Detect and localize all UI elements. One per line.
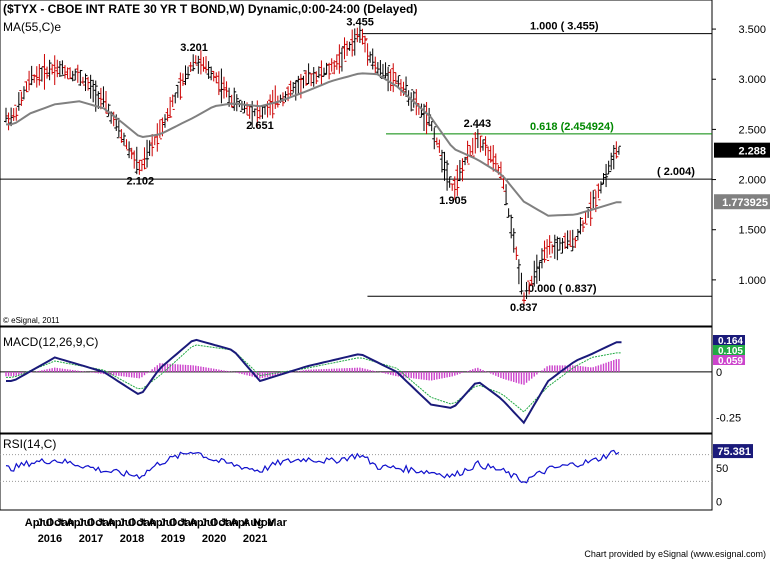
macd-y-tick-label: -0.25 [716,412,741,424]
price-y-tick-label: 1.000 [738,275,766,287]
fib-level-label: 1.000 ( 3.455) [530,21,599,33]
macd-line [6,338,622,425]
x-month-label: Jan [56,517,75,529]
x-year-label: 2019 [161,533,185,545]
x-month-label: Oct [169,517,188,529]
price-annotation: 3.455 [346,17,374,29]
x-month-label: Nov [253,517,275,529]
x-year-label: 2018 [120,533,144,545]
macd-last-box [713,335,745,345]
macd-last-box [713,345,745,355]
x-month-label: Apr [230,517,250,529]
x-month-label: Mar [267,517,287,529]
copyright: © eSignal, 2011 [3,316,60,325]
price-layer: 1.000 1.500 2.000 2.500 3.000 3.500 1.000 ( 3.… [0,17,770,314]
macd-y-tick-label: 0 [716,367,722,379]
rsi-title: RSI(14,C) [3,437,56,451]
price-annotation: 2.102 [127,175,155,187]
price-annotation: 1.905 [439,195,467,207]
price-y-tick-label: 2.500 [738,124,766,136]
price-panel-frame [0,0,713,327]
price-annotation: 0.837 [510,302,538,314]
x-year-label: 2016 [38,533,62,545]
last-ma-box [714,194,770,210]
x-year-label: 2020 [202,533,226,545]
x-year-label: 2021 [243,533,267,545]
rsi-y-tick-label: 50 [716,463,728,475]
x-month-label: Jan [179,517,198,529]
price-annotation: 2.443 [464,118,492,130]
x-month-label: Oct [46,517,65,529]
macd-last-label: 0.059 [718,356,743,367]
x-month-label: Oct [210,517,229,529]
last-price-label: 2.288 [738,146,766,158]
x-month-label: Jan [97,517,116,529]
macd-last-label: 0.164 [718,336,743,347]
macd-panel-frame [0,326,713,434]
x-month-label: Jul [78,517,94,529]
last-ma-label: 1.773925 [722,197,768,209]
rsi-last-label: 75.381 [717,446,751,458]
chart-title: ($TYX - CBOE INT RATE 30 YR T BOND,W) Dy… [3,2,417,16]
x-month-label: Jul [201,517,217,529]
x-axis: AprJulOctJanAprJulOctJanAprJulOctJanAprJ… [25,517,288,545]
support-line-label: ( 2.004) [657,166,695,178]
macd-last-label: 0.105 [718,346,743,357]
rsi-line [5,449,620,484]
x-month-label: Aug [242,517,263,529]
price-annotation: 3.201 [180,42,208,54]
last-price-box [714,142,770,158]
x-month-label: Apr [107,517,127,529]
rsi-panel-frame [0,433,713,511]
x-month-label: Oct [87,517,106,529]
footer-credit: Chart provided by eSignal (www.esignal.c… [584,549,766,559]
price-annotation: 2.651 [246,120,274,132]
x-month-label: Oct [128,517,147,529]
price-y-tick-label: 1.500 [738,225,766,237]
macd-title: MACD(12,26,9,C) [3,335,98,349]
x-month-label: Apr [189,517,209,529]
macd-last-box [713,355,745,365]
x-month-label: Apr [148,517,168,529]
rsi-layer: RSI(14,C) 0 50 75.381 [0,437,753,508]
x-month-label: Apr [25,517,45,529]
fib-level-label: 0.618 (2.454924) [530,121,614,133]
ma-legend: MA(55,C)e [3,20,61,34]
rsi-last-box [713,444,753,459]
rsi-y-tick-label: 0 [716,496,722,508]
price-y-tick-label: 3.500 [738,24,766,36]
price-y-tick-label: 2.000 [738,175,766,187]
ma55-line [6,72,622,217]
x-month-label: Jul [37,517,53,529]
x-month-label: Jul [160,517,176,529]
price-y-tick-label: 3.000 [738,74,766,86]
x-month-label: Jan [138,517,157,529]
x-month-label: Apr [66,517,86,529]
x-year-label: 2017 [79,533,103,545]
x-month-label: Jan [220,517,239,529]
fib-level-label: 0.000 ( 0.837) [528,283,597,295]
macd-signal-line [6,344,622,413]
x-month-label: Jul [119,517,135,529]
